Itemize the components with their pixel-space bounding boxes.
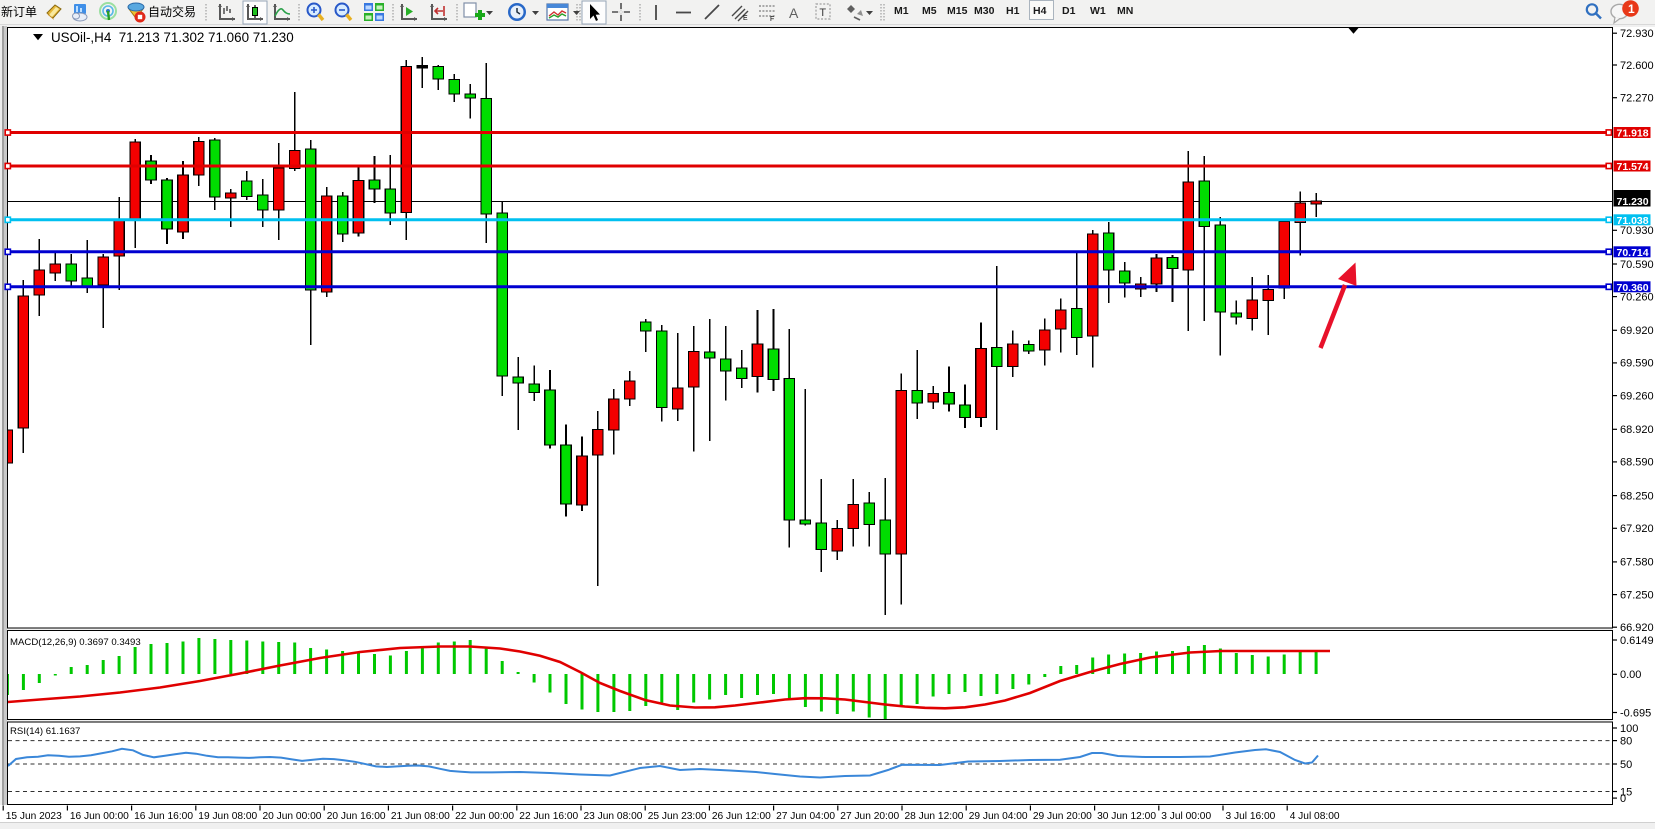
- svg-text:25 Jun 23:00: 25 Jun 23:00: [648, 811, 707, 822]
- svg-text:69.260: 69.260: [1620, 390, 1654, 402]
- svg-text:15 Jun 2023: 15 Jun 2023: [6, 811, 62, 822]
- svg-text:70.360: 70.360: [1617, 282, 1649, 294]
- svg-text:70.590: 70.590: [1620, 259, 1654, 271]
- svg-text:68.590: 68.590: [1620, 457, 1654, 469]
- svg-text:71.230: 71.230: [1617, 196, 1649, 208]
- svg-text:F: F: [770, 16, 774, 23]
- svg-text:71.574: 71.574: [1617, 161, 1649, 173]
- svg-text:29 Jun 20:00: 29 Jun 20:00: [1033, 811, 1092, 822]
- svg-text:USOil-,H4 71.213 71.302 71.06: USOil-,H4 71.213 71.302 71.060 71.230: [51, 30, 294, 45]
- svg-text:A: A: [789, 5, 799, 21]
- svg-text:69.920: 69.920: [1620, 325, 1654, 337]
- svg-text:67.580: 67.580: [1620, 557, 1654, 569]
- svg-text:0.00: 0.00: [1620, 669, 1641, 681]
- svg-text:27 Jun 20:00: 27 Jun 20:00: [840, 811, 899, 822]
- svg-text:4 Jul 08:00: 4 Jul 08:00: [1290, 811, 1340, 822]
- svg-text:71.918: 71.918: [1617, 128, 1649, 140]
- svg-text:RSI(14) 61.1637: RSI(14) 61.1637: [10, 726, 80, 737]
- svg-text:-0.695: -0.695: [1620, 707, 1651, 719]
- svg-text:70.260: 70.260: [1620, 291, 1654, 303]
- svg-text:29 Jun 04:00: 29 Jun 04:00: [969, 811, 1028, 822]
- svg-text:26 Jun 12:00: 26 Jun 12:00: [712, 811, 771, 822]
- svg-text:70.714: 70.714: [1617, 247, 1649, 259]
- svg-text:19 Jun 08:00: 19 Jun 08:00: [198, 811, 257, 822]
- svg-text:67.250: 67.250: [1620, 589, 1654, 601]
- svg-text:E: E: [743, 15, 748, 22]
- svg-text:0: 0: [1620, 793, 1626, 805]
- svg-text:71.038: 71.038: [1617, 215, 1649, 227]
- svg-text:28 Jun 12:00: 28 Jun 12:00: [905, 811, 964, 822]
- svg-text:22 Jun 00:00: 22 Jun 00:00: [455, 811, 514, 822]
- svg-text:30 Jun 12:00: 30 Jun 12:00: [1097, 811, 1156, 822]
- svg-text:1: 1: [1628, 2, 1635, 16]
- svg-text:68.920: 68.920: [1620, 424, 1654, 436]
- svg-text:100: 100: [1620, 723, 1638, 735]
- svg-text:15: 15: [1620, 786, 1632, 798]
- svg-text:72.270: 72.270: [1620, 93, 1654, 105]
- svg-text:50: 50: [1620, 759, 1632, 771]
- svg-text:MACD(12,26,9) 0.3697 0.3493: MACD(12,26,9) 0.3697 0.3493: [10, 637, 141, 648]
- svg-text:3 Jul 00:00: 3 Jul 00:00: [1161, 811, 1211, 822]
- svg-text:T: T: [819, 7, 826, 19]
- svg-text:20 Jun 16:00: 20 Jun 16:00: [327, 811, 386, 822]
- svg-text:0.6149: 0.6149: [1620, 635, 1654, 647]
- svg-text:67.920: 67.920: [1620, 523, 1654, 535]
- svg-text:68.250: 68.250: [1620, 490, 1654, 502]
- svg-text:22 Jun 16:00: 22 Jun 16:00: [519, 811, 578, 822]
- svg-text:72.930: 72.930: [1620, 28, 1654, 40]
- svg-text:72.600: 72.600: [1620, 60, 1654, 72]
- svg-text:3 Jul 16:00: 3 Jul 16:00: [1226, 811, 1276, 822]
- svg-text:70.930: 70.930: [1620, 225, 1654, 237]
- svg-text:16 Jun 16:00: 16 Jun 16:00: [134, 811, 193, 822]
- svg-text:21 Jun 08:00: 21 Jun 08:00: [391, 811, 450, 822]
- svg-text:23 Jun 08:00: 23 Jun 08:00: [584, 811, 643, 822]
- svg-text:66.920: 66.920: [1620, 622, 1654, 634]
- svg-text:80: 80: [1620, 735, 1632, 747]
- svg-text:20 Jun 00:00: 20 Jun 00:00: [263, 811, 322, 822]
- svg-text:16 Jun 00:00: 16 Jun 00:00: [70, 811, 129, 822]
- svg-text:69.590: 69.590: [1620, 358, 1654, 370]
- svg-text:27 Jun 04:00: 27 Jun 04:00: [776, 811, 835, 822]
